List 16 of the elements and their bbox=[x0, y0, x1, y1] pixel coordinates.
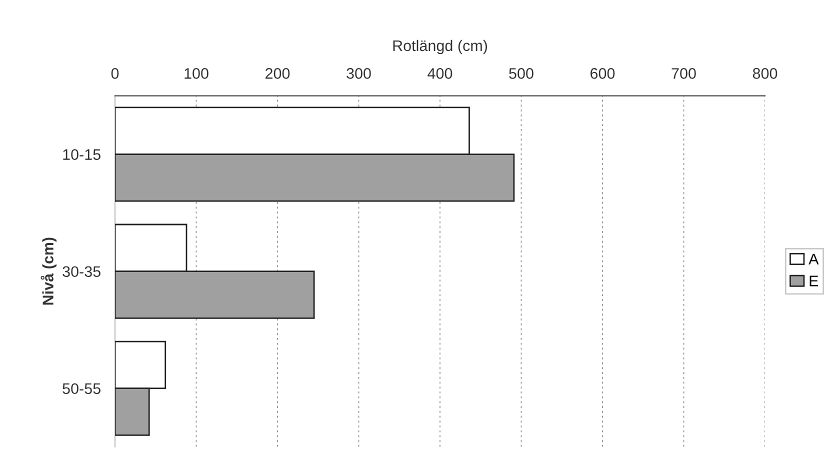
legend-label: A bbox=[808, 254, 819, 264]
y-axis-title: Nivå (cm) bbox=[40, 238, 56, 305]
x-tick-label: 200 bbox=[266, 68, 290, 79]
x-tick-label: 0 bbox=[111, 68, 119, 79]
y-tick-label: 50-55 bbox=[62, 383, 100, 394]
y-tick-label: 30-35 bbox=[62, 266, 100, 278]
x-tick-label: 700 bbox=[672, 68, 696, 79]
x-tick-label: 400 bbox=[428, 68, 452, 79]
legend-label: E bbox=[810, 276, 818, 286]
x-axis-title: Rotlängd (cm) bbox=[393, 40, 488, 54]
x-tick-label: 300 bbox=[346, 68, 371, 79]
x-tick-label: 100 bbox=[184, 68, 208, 79]
x-tick-label: 500 bbox=[509, 68, 534, 79]
x-tick-label: 800 bbox=[752, 68, 778, 79]
x-tick-label: 600 bbox=[590, 68, 615, 79]
y-tick-label: 10-15 bbox=[63, 149, 100, 160]
